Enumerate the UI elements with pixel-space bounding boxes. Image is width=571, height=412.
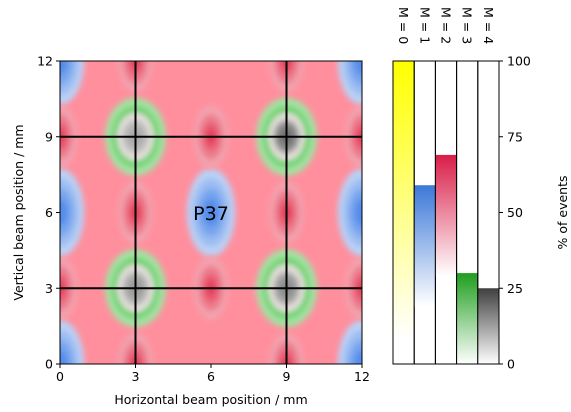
map-feature-m0-5 — [60, 61, 85, 106]
map-annotation: P37 — [193, 203, 229, 225]
bar-columns — [392, 60, 500, 365]
bar-category-labels: M = 0 M = 1 M = 2 M = 3 M = 4 — [396, 7, 496, 44]
map-x-tick-label: 3 — [132, 369, 140, 384]
bar-m4 — [477, 288, 499, 364]
map-x-tick-label: 0 — [56, 369, 64, 384]
map-contour-level — [203, 198, 219, 227]
map-x-ticks: 0 3 6 9 12 — [56, 364, 370, 384]
map-x-tick-label: 9 — [283, 369, 291, 384]
bar-category-label: M = 2 — [439, 7, 454, 44]
map-feature-m0-1 — [60, 168, 85, 257]
bar-category-label: M = 4 — [481, 7, 496, 44]
map-contour-level — [354, 350, 362, 364]
map-feature-m0-6 — [337, 61, 362, 106]
bar-m2 — [435, 154, 457, 277]
bar-category-label: M = 0 — [396, 7, 411, 44]
map-contour-level — [354, 198, 362, 227]
map-contour-level — [60, 198, 68, 227]
map-x-tick-label: 12 — [354, 369, 370, 384]
map-grid-lines — [60, 61, 362, 364]
bar-category-label: M = 3 — [460, 7, 475, 44]
map-y-axis-label: Vertical beam position / mm — [11, 124, 26, 300]
map-panel: 0 3 6 9 12 0 3 6 9 12 P37 Horizontal beam positi… — [11, 54, 370, 408]
bar-y-tick-label: 50 — [507, 205, 523, 220]
map-x-tick-label: 6 — [207, 369, 215, 384]
bar-category-label: M = 1 — [417, 7, 432, 44]
bar-m1 — [414, 185, 436, 307]
map-x-axis-label: Horizontal beam position / mm — [114, 392, 307, 407]
map-y-tick-label: 0 — [45, 357, 53, 372]
map-y-tick-label: 3 — [45, 281, 53, 296]
map-contour-level — [60, 61, 68, 75]
bar-y-ticks: 0 25 50 75 100 — [499, 54, 531, 372]
bar-m0 — [393, 61, 415, 340]
bar-m3 — [456, 273, 478, 364]
map-contour-level — [354, 61, 362, 75]
map-feature-m0-0 — [186, 168, 236, 257]
map-y-tick-label: 6 — [45, 205, 53, 220]
map-y-tick-label: 12 — [37, 54, 53, 69]
map-contour-level — [60, 350, 68, 364]
bar-y-tick-label: 75 — [507, 129, 523, 144]
bar-y-tick-label: 100 — [507, 54, 531, 69]
map-feature-m0-4 — [337, 319, 362, 364]
bar-y-tick-label: 25 — [507, 281, 523, 296]
map-y-ticks: 0 3 6 9 12 — [37, 54, 60, 372]
bar-y-tick-label: 0 — [507, 357, 515, 372]
map-feature-m0-2 — [337, 168, 362, 257]
map-feature-m0-3 — [60, 319, 85, 364]
map-y-tick-label: 9 — [45, 129, 53, 144]
bar-y-axis-label: % of events — [555, 176, 570, 250]
bar-panel: M = 0 M = 1 M = 2 M = 3 M = 4 0 25 50 75 100 % o… — [392, 7, 570, 372]
